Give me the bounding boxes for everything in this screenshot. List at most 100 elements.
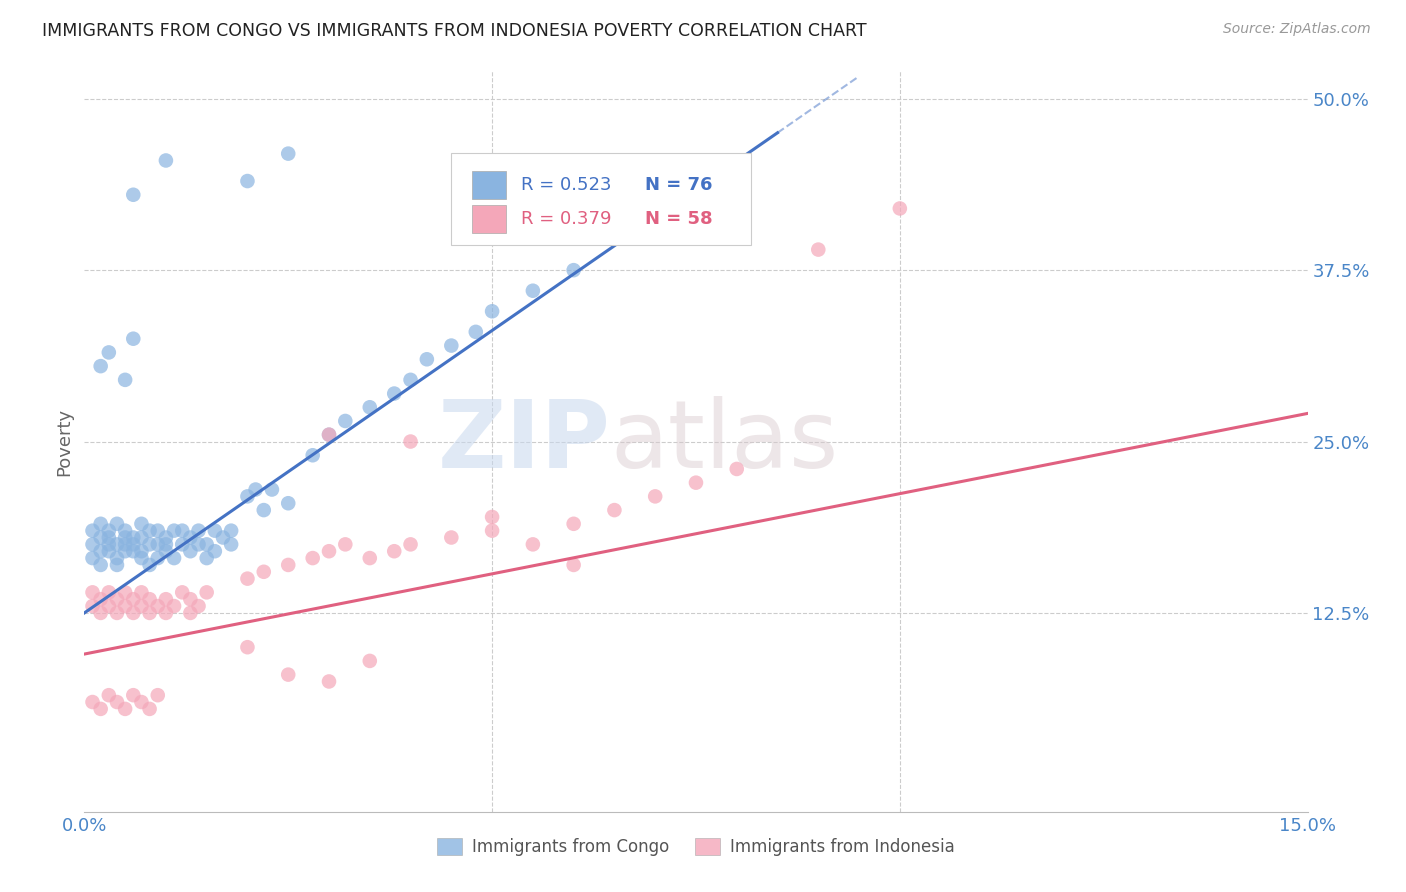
Text: ZIP: ZIP xyxy=(437,395,610,488)
Text: N = 58: N = 58 xyxy=(644,211,713,228)
Text: R = 0.379: R = 0.379 xyxy=(522,211,612,228)
Point xyxy=(359,551,381,566)
Point xyxy=(522,284,544,298)
Point xyxy=(416,352,439,367)
Point xyxy=(97,524,120,538)
Point xyxy=(253,503,276,517)
Point xyxy=(114,524,136,538)
Point xyxy=(277,667,299,681)
Point xyxy=(131,551,153,566)
Point xyxy=(138,702,160,716)
Point xyxy=(82,695,104,709)
Point xyxy=(179,544,201,558)
Point xyxy=(105,537,128,551)
Point xyxy=(146,599,169,613)
Point xyxy=(97,544,120,558)
Point xyxy=(114,585,136,599)
Point xyxy=(277,558,299,572)
Point xyxy=(155,153,177,168)
Point xyxy=(155,592,177,607)
Point xyxy=(277,496,299,510)
Point xyxy=(122,544,145,558)
Point xyxy=(131,516,153,531)
Point xyxy=(195,551,218,566)
Point xyxy=(97,599,120,613)
Point xyxy=(236,572,259,586)
Point xyxy=(318,674,340,689)
Point xyxy=(163,599,186,613)
Point xyxy=(122,531,145,545)
Point xyxy=(219,524,242,538)
Point xyxy=(187,599,209,613)
Point xyxy=(82,585,104,599)
Point xyxy=(155,606,177,620)
Point xyxy=(204,524,226,538)
Text: atlas: atlas xyxy=(610,395,838,488)
Point xyxy=(82,599,104,613)
Point xyxy=(122,187,145,202)
Legend: Immigrants from Congo, Immigrants from Indonesia: Immigrants from Congo, Immigrants from I… xyxy=(430,831,962,863)
Point xyxy=(889,202,911,216)
Point xyxy=(97,585,120,599)
Point xyxy=(204,544,226,558)
Point xyxy=(146,537,169,551)
Point xyxy=(187,524,209,538)
Point xyxy=(481,304,503,318)
Point xyxy=(195,585,218,599)
Point xyxy=(105,551,128,566)
Text: IMMIGRANTS FROM CONGO VS IMMIGRANTS FROM INDONESIA POVERTY CORRELATION CHART: IMMIGRANTS FROM CONGO VS IMMIGRANTS FROM… xyxy=(42,22,868,40)
Point xyxy=(318,427,340,442)
Point xyxy=(807,243,830,257)
Point xyxy=(90,592,112,607)
Point xyxy=(82,537,104,551)
Point xyxy=(172,585,194,599)
Point xyxy=(335,414,357,428)
Point xyxy=(335,537,357,551)
Point xyxy=(172,524,194,538)
Point xyxy=(90,531,112,545)
Point xyxy=(114,599,136,613)
Point xyxy=(562,516,585,531)
Point xyxy=(90,702,112,716)
Point xyxy=(172,537,194,551)
Point xyxy=(685,475,707,490)
Point xyxy=(522,537,544,551)
Point xyxy=(97,537,120,551)
Point xyxy=(725,462,748,476)
Point xyxy=(318,427,340,442)
Point xyxy=(82,551,104,566)
Point xyxy=(382,386,405,401)
Point xyxy=(195,537,218,551)
Point xyxy=(105,516,128,531)
Point xyxy=(163,551,186,566)
Point xyxy=(562,558,585,572)
Point xyxy=(359,654,381,668)
Point xyxy=(179,531,201,545)
Point xyxy=(260,483,283,497)
Point xyxy=(131,695,153,709)
Point xyxy=(359,401,381,415)
Point xyxy=(90,359,112,373)
Point xyxy=(131,585,153,599)
Point xyxy=(277,146,299,161)
Point xyxy=(219,537,242,551)
Text: R = 0.523: R = 0.523 xyxy=(522,176,612,194)
Point xyxy=(146,688,169,702)
Point xyxy=(131,544,153,558)
Point xyxy=(155,531,177,545)
Point xyxy=(440,531,463,545)
Point xyxy=(114,702,136,716)
Point xyxy=(481,524,503,538)
Point xyxy=(138,537,160,551)
Point xyxy=(138,592,160,607)
Point xyxy=(105,592,128,607)
Y-axis label: Poverty: Poverty xyxy=(55,408,73,475)
Point xyxy=(146,524,169,538)
Point xyxy=(245,483,267,497)
Point xyxy=(97,688,120,702)
Point xyxy=(122,332,145,346)
Point xyxy=(90,516,112,531)
FancyBboxPatch shape xyxy=(472,170,506,199)
Point xyxy=(131,531,153,545)
Point xyxy=(644,489,666,503)
